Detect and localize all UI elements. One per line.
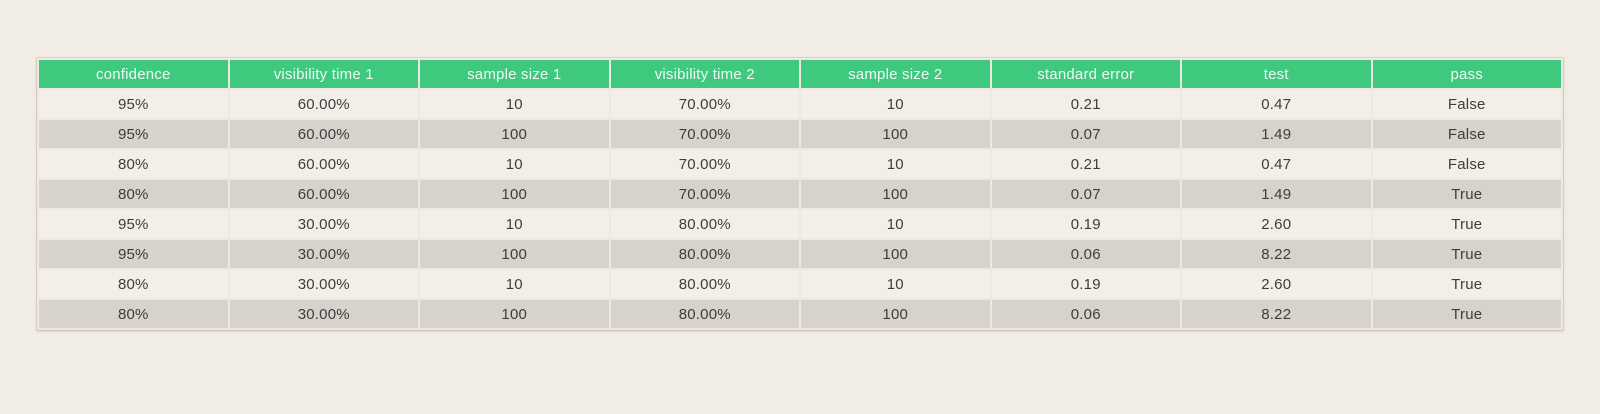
table-cell: 60.00% xyxy=(229,150,418,178)
table-cell: 100 xyxy=(801,300,990,328)
table-cell: 8.22 xyxy=(1182,240,1371,268)
table-cell: 30.00% xyxy=(229,270,418,298)
table-cell: True xyxy=(1372,180,1561,208)
table-cell: 100 xyxy=(420,180,609,208)
table-cell: 10 xyxy=(420,90,609,118)
table-cell: 10 xyxy=(420,270,609,298)
table-cell: 100 xyxy=(801,120,990,148)
table-cell: 95% xyxy=(39,240,228,268)
table-cell: 0.07 xyxy=(991,180,1180,208)
column-header-visibility-time-1: visibility time 1 xyxy=(229,60,418,88)
column-header-test: test xyxy=(1182,60,1371,88)
table-cell: 95% xyxy=(39,120,228,148)
table-cell: 10 xyxy=(801,210,990,238)
table-cell: 60.00% xyxy=(229,120,418,148)
table-cell: 80.00% xyxy=(610,270,799,298)
table-row: 95% 60.00% 10 70.00% 10 0.21 0.47 False xyxy=(39,90,1561,118)
results-table-container: confidence visibility time 1 sample size… xyxy=(37,58,1563,330)
column-header-pass: pass xyxy=(1372,60,1561,88)
column-header-confidence: confidence xyxy=(39,60,228,88)
table-cell: 10 xyxy=(420,210,609,238)
table-row: 80% 60.00% 10 70.00% 10 0.21 0.47 False xyxy=(39,150,1561,178)
table-cell: 70.00% xyxy=(610,180,799,208)
table-row: 95% 30.00% 100 80.00% 100 0.06 8.22 True xyxy=(39,240,1561,268)
table-cell: 100 xyxy=(801,180,990,208)
table-cell: 10 xyxy=(801,270,990,298)
table-row: 80% 30.00% 10 80.00% 10 0.19 2.60 True xyxy=(39,270,1561,298)
column-header-sample-size-1: sample size 1 xyxy=(420,60,609,88)
table-cell: True xyxy=(1372,210,1561,238)
table-row: 95% 60.00% 100 70.00% 100 0.07 1.49 Fals… xyxy=(39,120,1561,148)
table-cell: 60.00% xyxy=(229,90,418,118)
table-cell: 100 xyxy=(801,240,990,268)
column-header-standard-error: standard error xyxy=(991,60,1180,88)
table-cell: 0.21 xyxy=(991,150,1180,178)
table-cell: 100 xyxy=(420,120,609,148)
table-cell: 60.00% xyxy=(229,180,418,208)
column-header-visibility-time-2: visibility time 2 xyxy=(610,60,799,88)
table-cell: 8.22 xyxy=(1182,300,1371,328)
table-cell: 30.00% xyxy=(229,210,418,238)
table-cell: 100 xyxy=(420,240,609,268)
table-cell: 0.19 xyxy=(991,210,1180,238)
table-cell: 95% xyxy=(39,90,228,118)
table-cell: 80.00% xyxy=(610,210,799,238)
table-cell: 0.07 xyxy=(991,120,1180,148)
table-cell: 80% xyxy=(39,300,228,328)
table-cell: 10 xyxy=(420,150,609,178)
table-cell: 100 xyxy=(420,300,609,328)
table-cell: 95% xyxy=(39,210,228,238)
table-cell: 80% xyxy=(39,150,228,178)
ab-test-results-table: confidence visibility time 1 sample size… xyxy=(37,58,1563,330)
table-cell: 80.00% xyxy=(610,240,799,268)
table-row: 95% 30.00% 10 80.00% 10 0.19 2.60 True xyxy=(39,210,1561,238)
table-cell: False xyxy=(1372,90,1561,118)
table-cell: 0.21 xyxy=(991,90,1180,118)
header-row: confidence visibility time 1 sample size… xyxy=(39,60,1561,88)
table-cell: True xyxy=(1372,240,1561,268)
table-cell: 30.00% xyxy=(229,240,418,268)
table-cell: 0.06 xyxy=(991,300,1180,328)
table-cell: 0.47 xyxy=(1182,90,1371,118)
table-cell: 10 xyxy=(801,150,990,178)
table-cell: 10 xyxy=(801,90,990,118)
table-cell: 80% xyxy=(39,180,228,208)
table-cell: 70.00% xyxy=(610,150,799,178)
table-cell: 0.06 xyxy=(991,240,1180,268)
table-cell: 1.49 xyxy=(1182,120,1371,148)
table-cell: 0.47 xyxy=(1182,150,1371,178)
table-cell: 0.19 xyxy=(991,270,1180,298)
table-cell: 2.60 xyxy=(1182,270,1371,298)
table-header: confidence visibility time 1 sample size… xyxy=(39,60,1561,88)
table-cell: 30.00% xyxy=(229,300,418,328)
table-cell: False xyxy=(1372,150,1561,178)
table-cell: 70.00% xyxy=(610,90,799,118)
column-header-sample-size-2: sample size 2 xyxy=(801,60,990,88)
table-cell: 80% xyxy=(39,270,228,298)
table-cell: True xyxy=(1372,270,1561,298)
table-body: 95% 60.00% 10 70.00% 10 0.21 0.47 False … xyxy=(39,90,1561,328)
table-cell: False xyxy=(1372,120,1561,148)
table-cell: 70.00% xyxy=(610,120,799,148)
table-cell: 2.60 xyxy=(1182,210,1371,238)
table-cell: 1.49 xyxy=(1182,180,1371,208)
table-cell: 80.00% xyxy=(610,300,799,328)
table-cell: True xyxy=(1372,300,1561,328)
table-row: 80% 30.00% 100 80.00% 100 0.06 8.22 True xyxy=(39,300,1561,328)
table-row: 80% 60.00% 100 70.00% 100 0.07 1.49 True xyxy=(39,180,1561,208)
